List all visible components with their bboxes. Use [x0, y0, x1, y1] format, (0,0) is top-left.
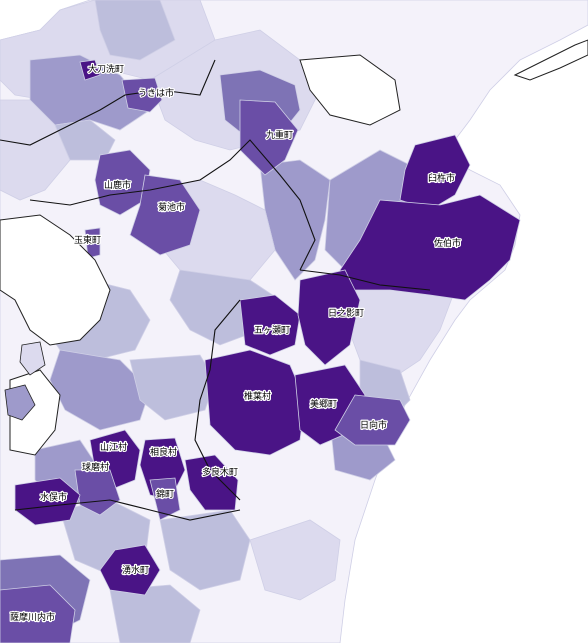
pref-border-2: [299, 269, 431, 291]
region-hinokage: [297, 269, 361, 366]
label-tachiarai: 大刀洗町: [88, 63, 124, 75]
pref-border-5: [14, 499, 241, 521]
label-hinokage: 日之影町: [328, 307, 364, 319]
label-yusui: 湧水町: [122, 564, 149, 576]
label-saiki: 佐伯市: [434, 237, 461, 249]
label-misato: 美郷町: [310, 398, 337, 410]
label-nishiki: 錦町: [156, 488, 174, 500]
region-kuma: [74, 469, 121, 516]
label-shiiba: 椎葉村: [244, 390, 271, 402]
region-s-5: [249, 519, 341, 601]
label-satsumasendai: 薩摩川内市: [10, 611, 55, 623]
island-amakusa: [4, 384, 36, 421]
label-taragi: 多良木町: [202, 466, 238, 478]
pref-border-1: [29, 139, 316, 271]
island-shikoku-edge: [513, 39, 588, 81]
label-kikuchi: 菊池市: [158, 201, 185, 213]
region-nw-2: [94, 0, 176, 61]
region-s-6: [109, 584, 201, 643]
label-yamaga: 山鹿市: [104, 179, 131, 191]
pref-border-3: [0, 59, 216, 146]
ariake-sea: [0, 214, 111, 346]
island-amakusa-2: [19, 341, 46, 376]
region-saiki: [339, 194, 521, 301]
region-nishiki: [149, 477, 181, 521]
region-yusui: [99, 544, 161, 596]
label-gokase: 五ヶ瀬町: [254, 324, 290, 336]
label-kokonoe: 九重町: [266, 129, 293, 141]
region-c-6: [129, 354, 216, 421]
region-hyuga: [334, 394, 411, 446]
region-taragi: [184, 454, 239, 511]
label-usuki: 臼杵市: [428, 172, 455, 184]
region-tachiarai: [79, 59, 101, 81]
label-ukiha: うきは市: [138, 87, 174, 99]
label-hyuga: 日向市: [360, 419, 387, 431]
region-gokase: [239, 294, 301, 356]
region-gyokuto: [84, 227, 101, 259]
region-kikuchi: [129, 174, 201, 256]
label-kuma: 球磨村: [82, 461, 109, 473]
region-shiiba: [204, 349, 306, 456]
label-gyokuto: 玉東町: [74, 234, 101, 246]
label-sagara: 相良村: [150, 446, 177, 458]
region-yamaga: [94, 149, 151, 216]
region-usuki: [399, 134, 471, 211]
region-satsumasendai: [0, 584, 76, 643]
label-yamae: 山江村: [100, 441, 127, 453]
region-w-1: [0, 99, 71, 201]
label-minamata: 水俣市: [40, 491, 67, 503]
beppu-bay: [299, 54, 401, 126]
region-ukiha: [121, 77, 163, 113]
region-w-2: [54, 119, 116, 161]
pref-border-4: [194, 299, 241, 501]
